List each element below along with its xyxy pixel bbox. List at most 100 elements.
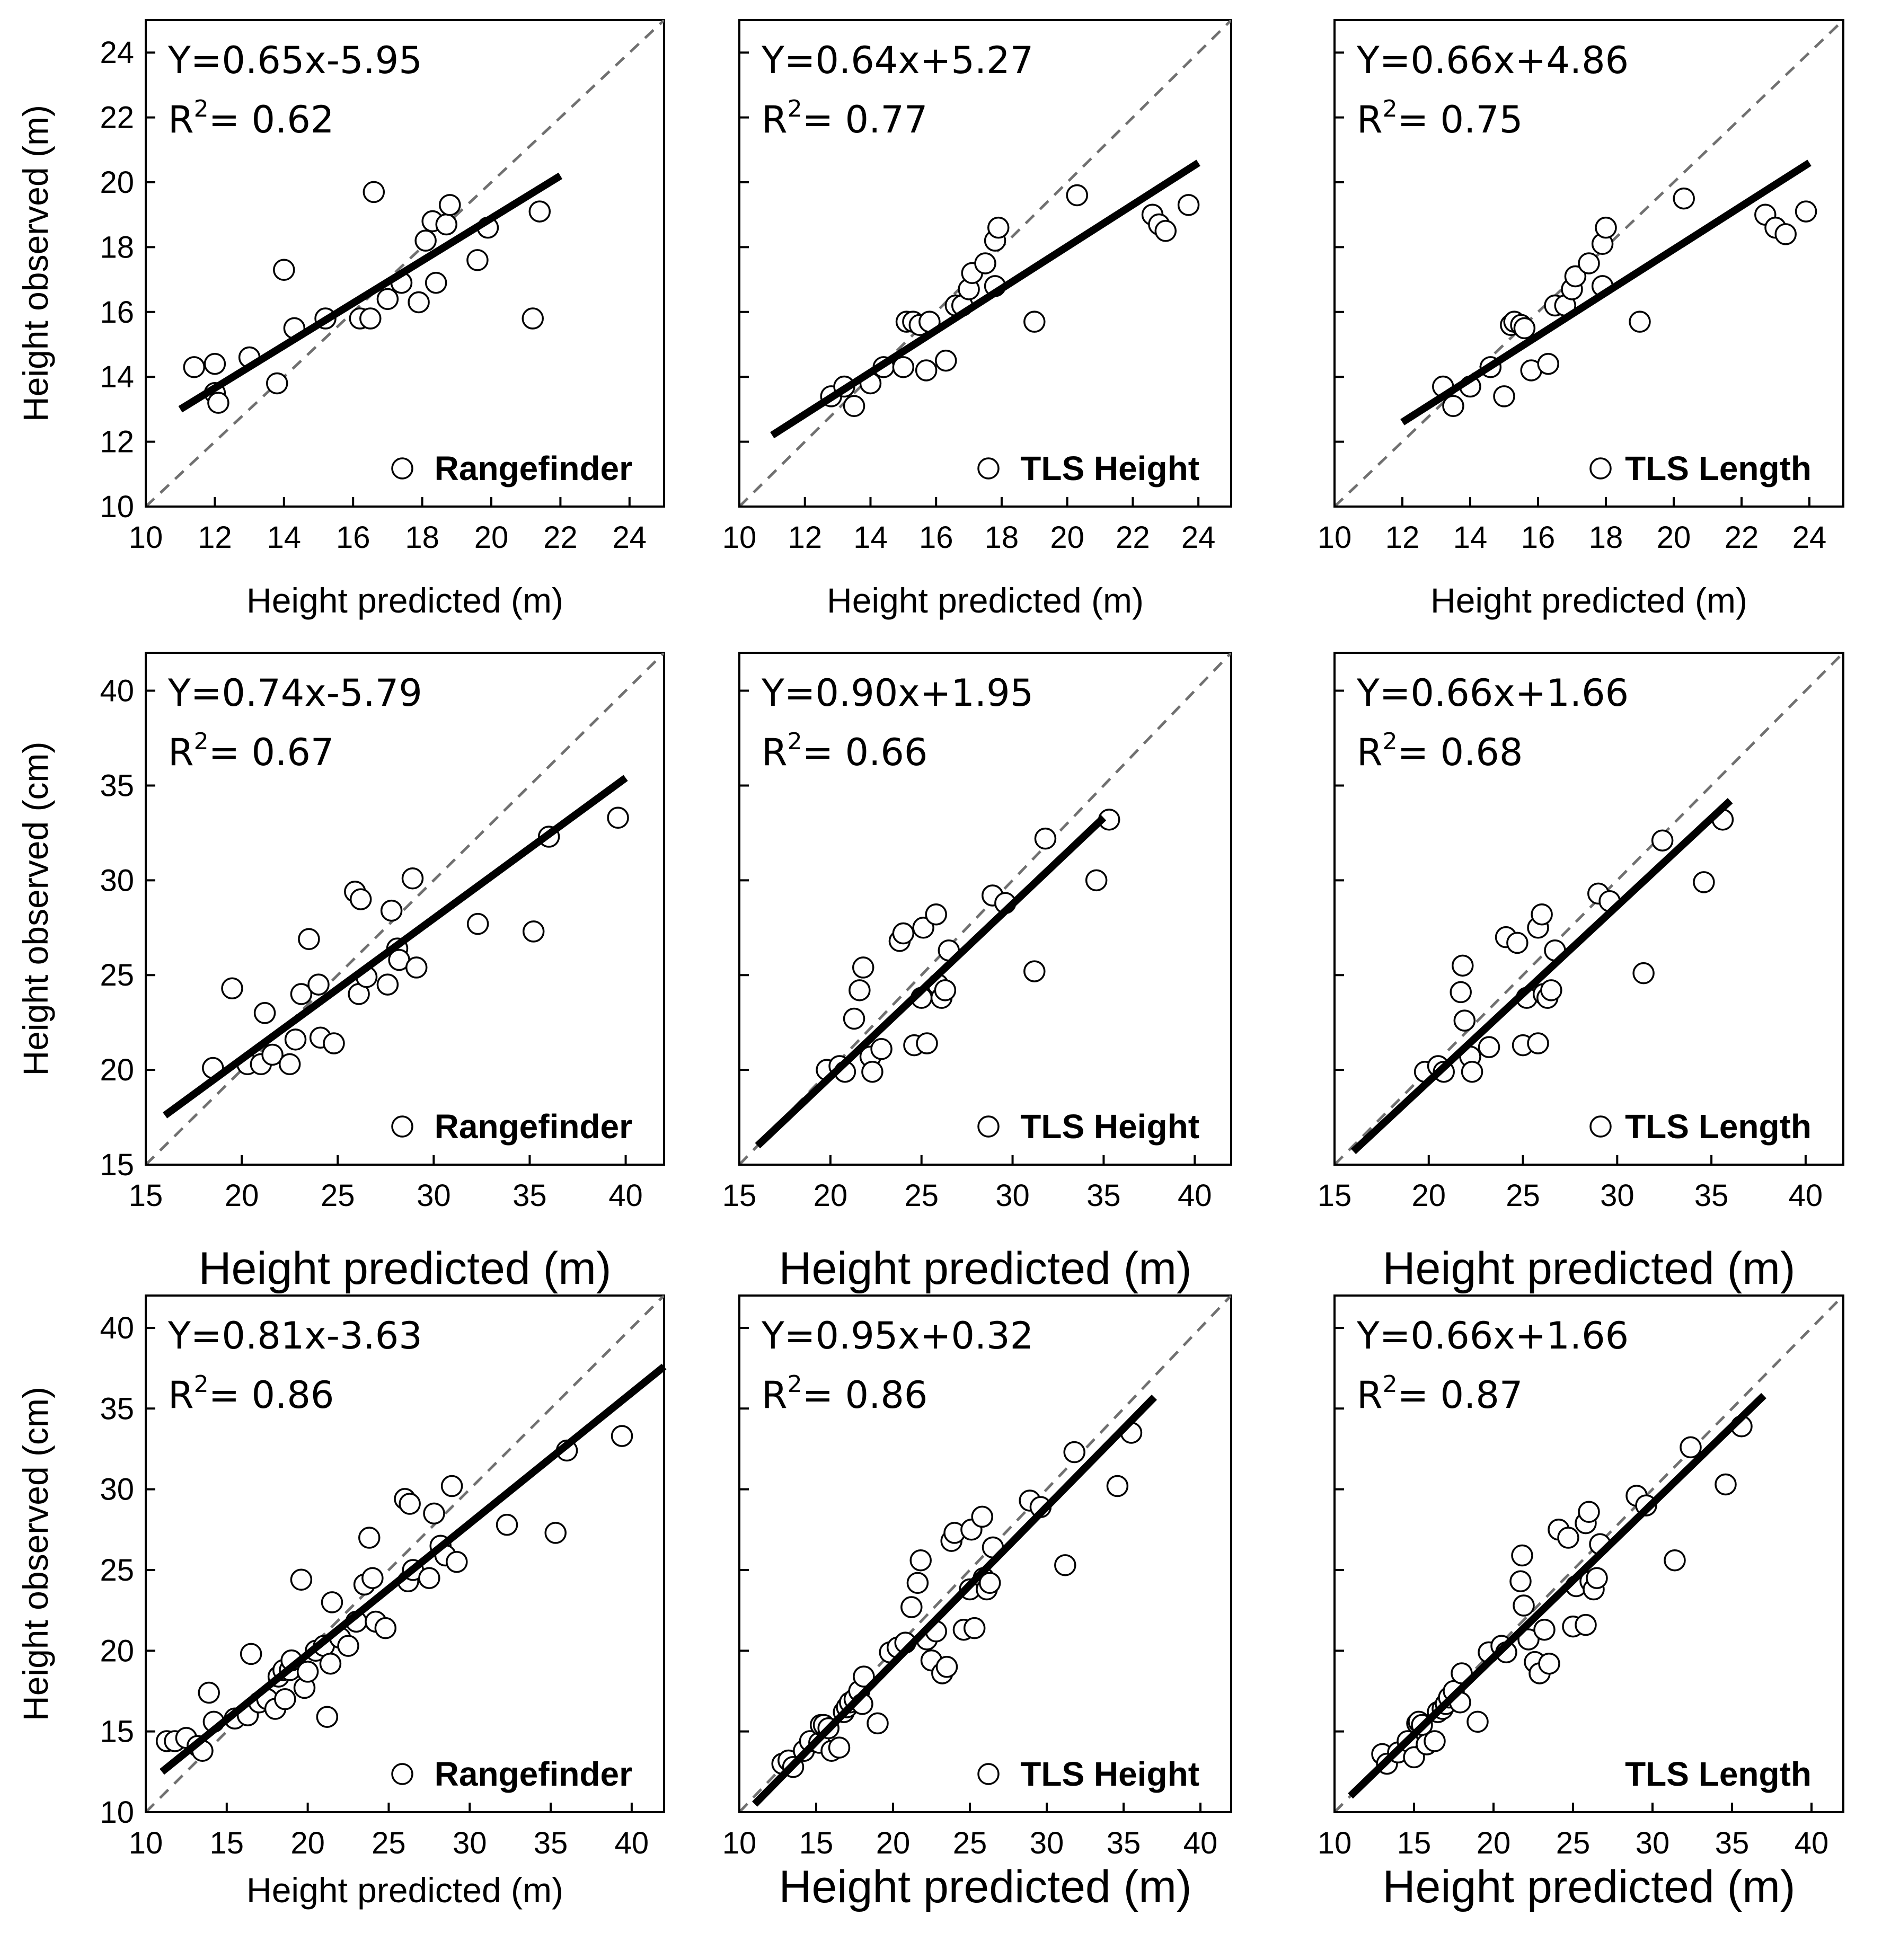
x-tick-label: 14 [267,520,302,555]
x-tick-label: 14 [1453,520,1488,555]
data-point [1452,954,1474,977]
x-tick-label: 25 [953,1826,987,1860]
data-point [221,977,243,1000]
legend-marker [1589,1115,1612,1138]
y-tick-label: 16 [100,295,134,330]
data-point [323,1032,345,1054]
data-point [274,1688,296,1710]
data-point [466,249,489,271]
data-point [278,1053,301,1076]
x-tick-label: 20 [814,1178,848,1213]
regression-line [160,1363,667,1775]
x-axis-title: Height predicted (m) [779,1861,1191,1912]
x-tick-label: 16 [336,520,370,555]
data-point [1664,1549,1686,1572]
x-axis-title: Height predicted (m) [827,581,1144,620]
data-point [1023,311,1046,333]
x-tick-label: 10 [129,1826,163,1860]
plot-frame [1333,19,1844,508]
data-point [1517,1628,1540,1651]
x-tick-label: 20 [474,520,509,555]
x-tick-label: 24 [613,520,647,555]
data-point [1538,1652,1560,1675]
legend-marker [977,457,1000,480]
x-tick-label: 40 [1795,1826,1829,1860]
data-point [522,307,544,330]
x-tick-label: 16 [919,520,953,555]
x-tick-label: 25 [321,1178,355,1213]
data-point [1533,1618,1556,1641]
x-tick-label: 24 [1181,520,1216,555]
data-point [528,200,551,223]
data-point [1513,1594,1535,1617]
data-point [925,903,947,926]
data-point [861,1060,883,1083]
legend-label: Rangefinder [435,1755,632,1793]
regression-equation: Y=0.81x-3.63 [167,1314,422,1358]
x-tick-label: 40 [1183,1826,1218,1860]
plot-frame [738,1294,1232,1813]
data-point [290,1568,313,1591]
data-point [1540,979,1562,1001]
data-point [906,1572,929,1594]
y-tick-label: 40 [100,674,134,708]
legend-marker [391,1115,413,1138]
data-point [978,1572,1001,1594]
data-point [900,1596,923,1618]
data-point [849,979,871,1001]
data-point [1575,1613,1597,1636]
data-point [1537,352,1559,375]
data-point [1442,395,1464,418]
data-point [935,349,957,372]
regression-equation: Y=0.66x+1.66 [1356,1314,1629,1358]
data-point [261,1043,284,1066]
data-point [376,288,399,311]
data-point [425,271,447,294]
data-point [1564,265,1587,288]
data-point [440,1475,463,1497]
data-point [405,956,428,979]
y-tick-label: 24 [100,36,134,70]
x-tick-label: 35 [1107,1826,1141,1860]
x-tick-label: 35 [1086,1178,1121,1213]
x-tick-label: 15 [1397,1826,1432,1860]
legend-marker [1589,457,1612,480]
data-point [974,252,996,274]
x-tick-label: 20 [225,1178,259,1213]
x-tick-label: 30 [417,1178,451,1213]
x-axis-title: Height predicted (m) [779,1243,1191,1294]
data-point [207,392,229,414]
x-axis-title: Height predicted (m) [198,1243,611,1294]
data-point [1106,1475,1129,1497]
x-tick-label: 30 [1030,1826,1064,1860]
legend-label: Rangefinder [435,1107,632,1146]
one-to-one-line [739,653,1231,1165]
x-tick-label: 25 [1556,1826,1591,1860]
x-tick-label: 15 [799,1826,834,1860]
r-squared-label: R2= 0.62 [168,95,334,141]
data-point [870,1038,893,1060]
data-point [290,983,313,1005]
data-point [1578,1501,1600,1523]
data-point [414,229,437,252]
x-tick-label: 14 [853,520,888,555]
r-squared-label: R2= 0.66 [762,728,927,774]
data-point [987,216,1010,239]
y-tick-label: 22 [100,101,134,135]
data-point [401,867,424,890]
x-tick-label: 15 [129,1178,163,1213]
data-point [423,1502,445,1525]
data-point [376,973,399,996]
x-tick-label: 35 [1715,1826,1750,1860]
data-point [1527,1032,1549,1054]
x-tick-label: 12 [788,520,822,555]
legend-label: Rangefinder [435,449,632,487]
regression-equation: Y=0.64x+5.27 [761,39,1033,82]
y-tick-label: 14 [100,360,134,394]
legend-label: TLS Height [1020,449,1199,487]
data-point [1774,223,1797,245]
data-point [1557,1527,1579,1549]
data-point [828,1736,851,1759]
x-tick-label: 20 [1412,1178,1446,1213]
